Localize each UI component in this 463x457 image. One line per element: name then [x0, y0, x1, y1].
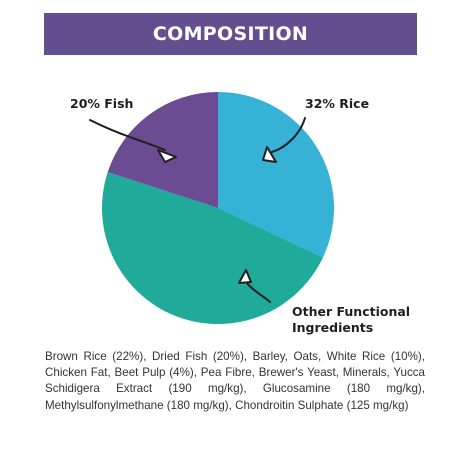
rice-annotation: 32% Rice — [305, 96, 370, 111]
fish-arrow-head — [157, 149, 177, 163]
composition-banner: COMPOSITION — [44, 13, 417, 55]
other-arrow — [245, 281, 271, 303]
rice-arrow-head — [262, 146, 277, 163]
composition-pie-chart — [89, 92, 334, 324]
fish-annotation: 20% Fish — [70, 96, 134, 111]
pie-slice-0 — [218, 92, 334, 258]
other-arrow-head — [238, 269, 252, 284]
banner-title: COMPOSITION — [152, 23, 309, 45]
other-annotation-line2: Ingredients — [292, 320, 374, 335]
fish-arrow — [89, 119, 166, 151]
pie-slice-1 — [102, 172, 323, 324]
composition-text: Brown Rice (22%), Dried Fish (20%), Barl… — [45, 350, 425, 412]
other-annotation-line1: Other Functional — [292, 304, 411, 319]
rice-arrow — [271, 117, 306, 153]
